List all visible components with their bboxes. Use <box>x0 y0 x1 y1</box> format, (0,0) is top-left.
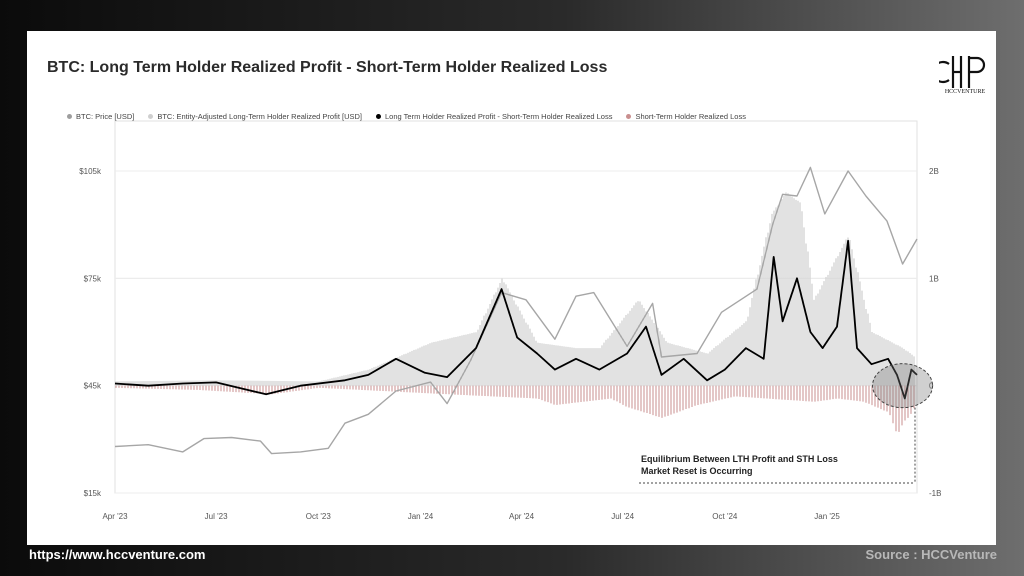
annotation-text: Market Reset is Occurring <box>641 466 753 476</box>
chart-plot: $105k $75k $45k $15k 2B 1B 0 -1B Apr '23 Jul '23 O… <box>79 120 941 521</box>
x-tick-label: Apr '24 <box>509 512 535 521</box>
x-tick-label: Apr '23 <box>102 512 128 521</box>
legend-item-sth-loss[interactable]: Short-Term Holder Realized Loss <box>626 111 746 121</box>
x-tick-label: Oct '24 <box>712 512 738 521</box>
logo-text: HCCVENTURE <box>944 89 986 95</box>
chart-title: BTC: Long Term Holder Realized Profit - … <box>47 59 608 76</box>
y-right-tick-label: 1B <box>929 274 939 283</box>
footer-url-link[interactable]: https://www.hccventure.com <box>29 547 206 562</box>
chart-legend: BTC: Price [USD] BTC: Entity-Adjusted Lo… <box>67 109 746 123</box>
y-left-tick-label: $45k <box>84 382 102 391</box>
y-right-tick-label: 2B <box>929 167 939 176</box>
legend-label: BTC: Entity-Adjusted Long-Term Holder Re… <box>157 111 363 121</box>
y-left-tick-label: $15k <box>84 489 102 498</box>
x-tick-label: Jan '25 <box>814 512 840 521</box>
y-left-tick-label: $105k <box>79 167 102 176</box>
y-left-tick-label: $75k <box>84 274 102 283</box>
y-right-tick-label: 0 <box>929 382 934 391</box>
legend-label: Short-Term Holder Realized Loss <box>635 111 746 121</box>
legend-item-price[interactable]: BTC: Price [USD] <box>67 112 134 121</box>
legend-dot-icon <box>148 113 154 119</box>
y-right-tick-label: -1B <box>929 489 941 498</box>
legend-item-difference[interactable]: Long Term Holder Realized Profit - Short… <box>376 112 612 121</box>
annotation-text: Equilibrium Between LTH Profit and STH L… <box>641 454 838 464</box>
legend-dot-icon <box>376 113 382 119</box>
x-tick-label: Oct '23 <box>306 512 332 521</box>
equilibrium-highlight <box>872 363 934 409</box>
legend-dot-icon <box>626 113 632 119</box>
footer-source: Source : HCCVenture <box>865 547 997 562</box>
x-tick-label: Jan '24 <box>408 512 434 521</box>
x-tick-label: Jul '23 <box>205 512 228 521</box>
legend-dot-icon <box>67 113 72 119</box>
chart-card: BTC: Long Term Holder Realized Profit - … <box>27 31 996 545</box>
btc-price-line <box>114 166 918 455</box>
hccventure-logo-icon <box>939 56 986 88</box>
legend-label: Long Term Holder Realized Profit - Short… <box>385 111 613 121</box>
x-tick-label: Jul '24 <box>611 512 634 521</box>
lth-minus-sth-line <box>114 239 918 400</box>
legend-item-lth-profit[interactable]: BTC: Entity-Adjusted Long-Term Holder Re… <box>148 112 362 121</box>
sth-loss-series <box>115 385 915 432</box>
legend-label: BTC: Price [USD] <box>76 111 135 121</box>
